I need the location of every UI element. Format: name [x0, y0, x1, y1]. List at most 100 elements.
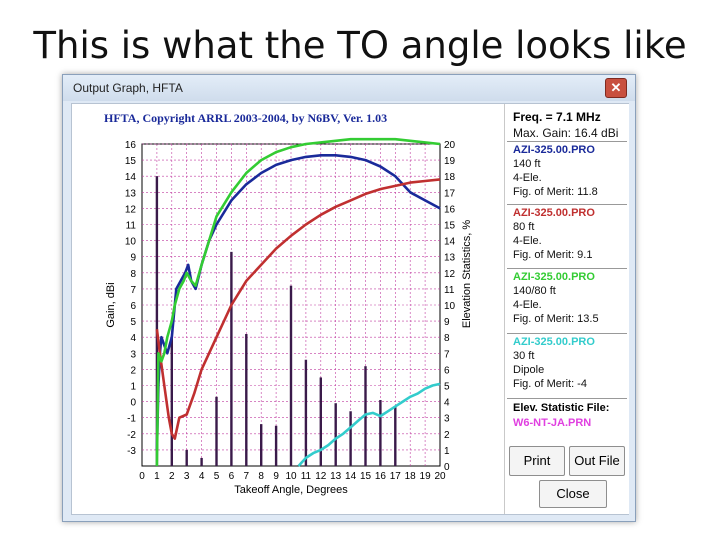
y-tick-label: 11 [126, 221, 137, 232]
elevation-bar [289, 285, 293, 466]
x-tick-label: 1 [154, 471, 160, 482]
entry-3-line-1: 140/80 ft [513, 285, 556, 297]
y-tick-label: 1 [130, 382, 136, 393]
separator [507, 268, 627, 269]
elevation-bar [319, 377, 322, 466]
x-tick-label: 18 [405, 471, 417, 482]
output-graph-window: Output Graph, HFTA ✕ HFTA, Copyright ARR… [62, 74, 636, 522]
series-line-2 [155, 178, 441, 440]
entry-2-line-2: 4-Ele. [513, 235, 542, 247]
x-tick-label: 15 [360, 471, 372, 482]
close-button[interactable]: Close [539, 480, 607, 508]
entry-file-2: AZI-325.00.PRO [513, 207, 595, 219]
x-tick-label: 13 [330, 471, 342, 482]
y-tick-label: 9 [130, 253, 136, 264]
window-close-button[interactable]: ✕ [605, 78, 627, 98]
y-tick-label: 12 [125, 204, 137, 215]
separator [507, 141, 627, 142]
x-tick-label: 16 [375, 471, 387, 482]
entry-1-line-2: 4-Ele. [513, 172, 542, 184]
y-tick-label: 6 [130, 301, 136, 312]
y2-tick-label: 13 [444, 253, 456, 264]
x-tick-label: 17 [390, 471, 402, 482]
y2-tick-label: 17 [444, 188, 456, 199]
elevation-bar [394, 406, 397, 466]
y2-tick-label: 11 [444, 285, 455, 296]
elevation-bar [379, 399, 382, 466]
y-tick-label: 10 [125, 237, 137, 248]
y2-tick-label: 0 [444, 462, 450, 473]
x-tick-label: 4 [199, 471, 205, 482]
y2-tick-label: 1 [444, 446, 450, 457]
y-axis-label: Gain, dBi [105, 282, 117, 327]
y2-tick-label: 5 [444, 382, 450, 393]
x-tick-label: 8 [258, 471, 264, 482]
out-file-button[interactable]: Out File [569, 446, 625, 476]
x-axis-label: Takeoff Angle, Degrees [234, 484, 348, 496]
separator [507, 204, 627, 205]
x-tick-label: 10 [285, 471, 297, 482]
y2-tick-label: 18 [444, 172, 456, 183]
y2-tick-label: 20 [444, 140, 456, 151]
x-tick-label: 6 [229, 471, 235, 482]
entry-2-merit: Fig. of Merit: 9.1 [513, 249, 593, 261]
window-title: Output Graph, HFTA [73, 81, 183, 95]
y2-tick-label: 16 [444, 204, 456, 215]
elevation-bar [349, 411, 352, 466]
y2-axis-label: Elevation Statistics, % [461, 220, 473, 328]
elevation-gain-chart: HFTA, Copyright ARRL 2003-2004, by N6BV,… [104, 111, 473, 496]
entry-3-line-2: 4-Ele. [513, 299, 542, 311]
y2-tick-label: 3 [444, 414, 450, 425]
window-titlebar[interactable]: Output Graph, HFTA ✕ [63, 75, 635, 101]
series-line-1 [155, 153, 441, 450]
x-tick-label: 12 [315, 471, 327, 482]
y-tick-label: 8 [130, 269, 136, 280]
x-tick-label: 11 [301, 471, 312, 482]
elevation-bar [215, 396, 218, 466]
elev-statistic-label: Elev. Statistic File: [513, 402, 610, 414]
entry-4-line-2: Dipole [513, 364, 545, 376]
y-tick-label: -3 [127, 446, 136, 457]
print-button[interactable]: Print [509, 446, 565, 476]
max-gain-label: Max. Gain: 16.4 dBi [513, 126, 619, 140]
y2-tick-label: 6 [444, 365, 450, 376]
entry-3-merit: Fig. of Merit: 13.5 [513, 313, 599, 325]
elevation-bar [200, 457, 203, 466]
y2-tick-label: 12 [444, 269, 456, 280]
elevation-bar [274, 425, 278, 466]
y-tick-label: 13 [125, 188, 137, 199]
entry-4-line-1: 30 ft [513, 350, 535, 362]
x-tick-label: 0 [139, 471, 145, 482]
x-tick-label: 9 [273, 471, 279, 482]
y2-tick-label: 19 [444, 156, 456, 167]
series-line-3 [155, 137, 441, 467]
y-tick-label: 14 [125, 172, 137, 183]
window-client-area: HFTA, Copyright ARRL 2003-2004, by N6BV,… [71, 103, 629, 515]
chart-title: HFTA, Copyright ARRL 2003-2004, by N6BV,… [104, 111, 387, 125]
y-tick-label: -2 [127, 430, 136, 441]
elevation-bar [260, 424, 263, 466]
y-tick-label: 5 [130, 317, 136, 328]
y-tick-label: 3 [130, 349, 136, 360]
x-tick-label: 2 [169, 471, 175, 482]
y-tick-label: -1 [127, 414, 136, 425]
elevation-bar [185, 449, 188, 466]
entry-4-merit: Fig. of Merit: -4 [513, 378, 587, 390]
series-line-4 [297, 382, 441, 467]
x-tick-label: 3 [184, 471, 190, 482]
x-tick-label: 19 [420, 471, 432, 482]
y-tick-label: 7 [130, 285, 136, 296]
y-tick-label: 15 [125, 156, 137, 167]
y2-tick-label: 9 [444, 317, 450, 328]
y-tick-label: 0 [130, 398, 136, 409]
x-tick-label: 14 [345, 471, 357, 482]
separator [507, 333, 627, 334]
entry-file-4: AZI-325.00.PRO [513, 336, 595, 348]
y2-tick-label: 8 [444, 333, 450, 344]
entry-file-3: AZI-325.00.PRO [513, 271, 595, 283]
y2-tick-label: 2 [444, 430, 450, 441]
elevation-bar [334, 403, 337, 466]
y-tick-label: 4 [130, 333, 136, 344]
y2-tick-label: 14 [444, 237, 456, 248]
close-icon: ✕ [610, 80, 622, 95]
